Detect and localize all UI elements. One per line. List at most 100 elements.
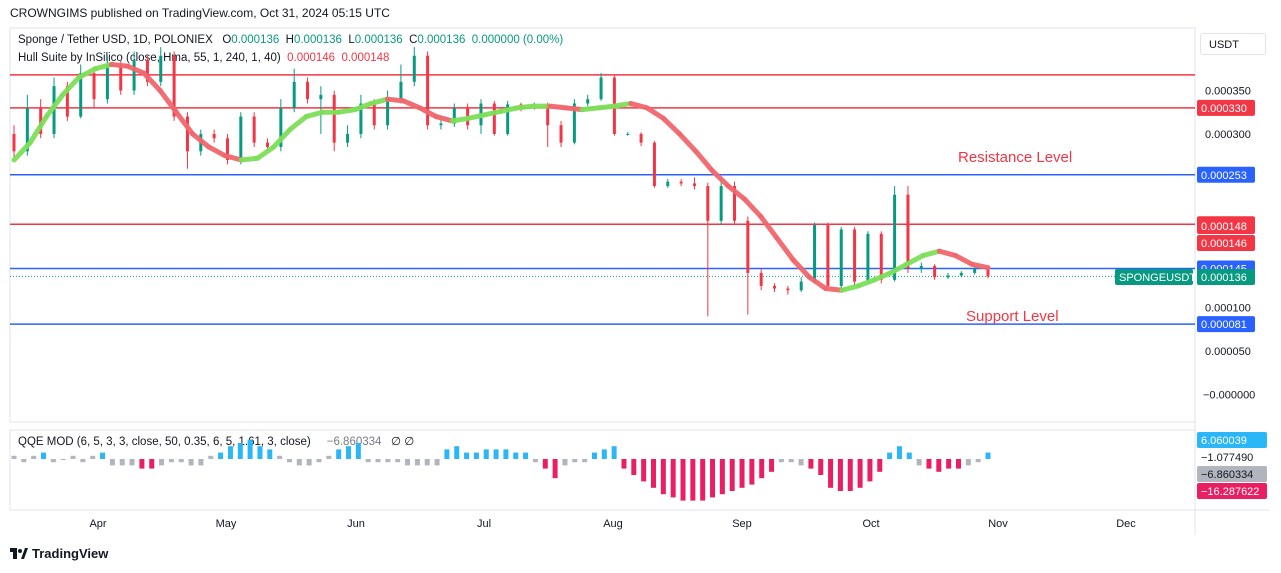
publish-info: CROWNGIMS published on TradingView.com, … — [10, 6, 390, 20]
qqe-bar — [208, 455, 214, 459]
qqe-tag — [1197, 466, 1267, 482]
symbol-name[interactable]: Sponge / Tether USD, 1D, POLONIEX — [18, 34, 213, 46]
hull-segment — [904, 253, 926, 267]
price-tag-text: 0.000136 — [1201, 272, 1247, 284]
hull-name[interactable]: Hull Suite by InSilico (close, Hma, 55, … — [18, 52, 281, 64]
qqe-bar — [109, 459, 115, 466]
candle-body — [546, 104, 550, 126]
close-label: C — [409, 34, 418, 46]
hull-segment — [953, 253, 975, 267]
qqe-bar — [395, 459, 401, 463]
hull-segment — [888, 261, 910, 276]
candle-body — [986, 268, 990, 277]
candle-body — [239, 116, 243, 160]
hull-segment — [352, 101, 374, 113]
hull-segment — [855, 277, 877, 289]
level-tag-text: 0.000253 — [1201, 170, 1247, 182]
hull-segment — [644, 105, 666, 121]
hull-segment — [206, 144, 228, 159]
qqe-bar — [464, 452, 470, 459]
y-tick-label: 0.000300 — [1205, 129, 1251, 141]
candle-body — [839, 229, 843, 286]
hull-segment — [936, 248, 959, 259]
hull-segment — [27, 114, 49, 146]
candle-body — [866, 233, 870, 282]
x-tick-label: Apr — [89, 518, 106, 530]
hull-segment — [76, 66, 98, 80]
qqe-bar — [41, 452, 47, 459]
hull-segment — [60, 74, 82, 98]
x-tick-label: Sep — [732, 518, 752, 530]
qqe-bar — [906, 452, 912, 459]
qqe-name[interactable]: QQE MOD (6, 5, 3, 3, close, 50, 0.35, 6,… — [18, 436, 311, 448]
qqe-bar — [336, 449, 342, 459]
candle-body — [652, 142, 656, 187]
x-tick-label: Jun — [347, 518, 365, 530]
hull-segment — [401, 98, 423, 111]
hull-segment — [677, 131, 699, 154]
level-tag-text: 0.000330 — [1201, 103, 1247, 115]
candle-body — [732, 186, 736, 221]
hull-segment — [336, 107, 358, 115]
y-tick-label: 0.000350 — [1205, 86, 1251, 98]
candle-body — [933, 265, 937, 278]
qqe-bar — [188, 459, 194, 466]
candle-body — [879, 233, 883, 280]
qqe-bar — [985, 452, 991, 459]
qqe-bar — [719, 459, 725, 495]
qqe-bar — [149, 459, 155, 469]
candle-body — [332, 94, 336, 143]
hull-segment — [384, 96, 407, 104]
qqe-bar — [198, 459, 204, 466]
candle-body — [412, 55, 416, 82]
candle-body — [292, 81, 296, 108]
qqe-bar — [808, 459, 814, 469]
hull-segment — [871, 270, 894, 283]
qqe-bar — [896, 446, 902, 459]
qqe-bar — [680, 459, 686, 501]
candle-body — [319, 94, 323, 100]
candle-body — [893, 194, 897, 280]
candle-body — [599, 77, 603, 100]
qqe-tag-text: −1.077490 — [1201, 452, 1253, 464]
qqe-bar — [867, 459, 873, 482]
qqe-bar — [660, 459, 666, 495]
hull-segment — [693, 148, 715, 173]
candle-body — [185, 116, 189, 152]
candle-body — [225, 138, 229, 160]
footer-brand-text: TradingView — [32, 546, 109, 561]
qqe-bar — [759, 459, 765, 479]
qqe-bar — [375, 459, 381, 463]
hull-segment — [806, 274, 829, 292]
currency-button[interactable]: USDT — [1200, 33, 1266, 55]
qqe-bar — [710, 459, 716, 498]
qqe-bar — [257, 446, 263, 459]
qqe-bar — [454, 446, 460, 459]
price-tag — [1197, 235, 1255, 251]
price-tag-text: 0.000148 — [1201, 221, 1247, 233]
candle-body — [559, 125, 563, 143]
change-value: 0.000000 (0.00%) — [471, 34, 564, 46]
qqe-bar — [946, 459, 952, 469]
candle-body — [65, 86, 69, 117]
hull-segment — [417, 105, 439, 120]
price-tag-text: 0.000146 — [1201, 238, 1247, 250]
qqe-bar — [532, 459, 538, 463]
qqe-bar — [90, 455, 96, 459]
qqe-bar — [139, 459, 145, 469]
candle-body — [813, 225, 817, 282]
qqe-bar — [769, 459, 775, 472]
hull-segment — [173, 109, 196, 137]
footer-brand: TradingView — [10, 546, 108, 561]
hull-segment — [514, 103, 536, 111]
candle-body — [25, 107, 29, 152]
price-tag — [1197, 218, 1255, 234]
hull-segment — [742, 196, 764, 219]
qqe-bar — [296, 459, 302, 466]
qqe-bar — [749, 459, 755, 485]
qqe-bar — [247, 439, 253, 459]
candle-body — [172, 55, 176, 117]
qqe-bar — [405, 459, 411, 466]
candle-body — [919, 265, 923, 269]
